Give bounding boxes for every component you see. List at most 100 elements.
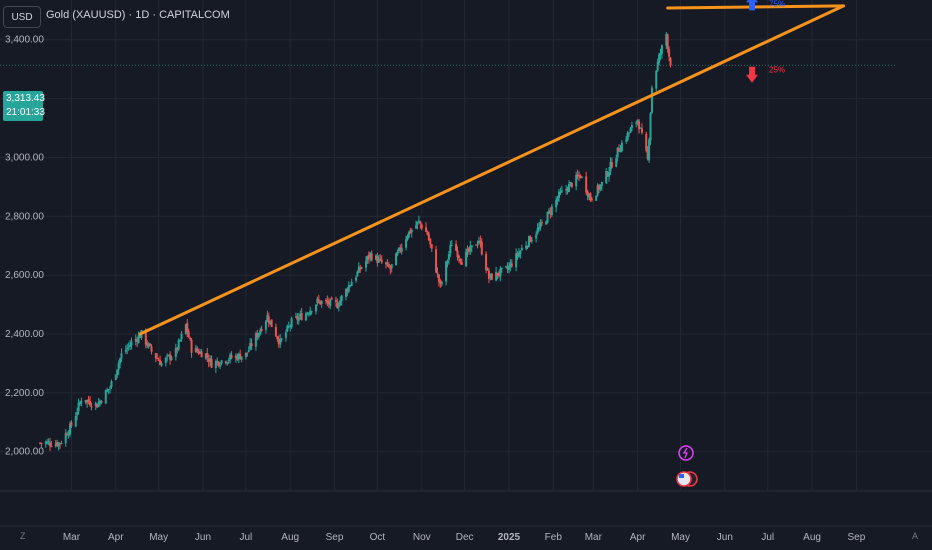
x-tick-label: Feb bbox=[545, 532, 563, 543]
candle-body bbox=[257, 333, 260, 337]
x-tick-label: May bbox=[671, 532, 690, 543]
candle-body bbox=[660, 45, 663, 54]
annotations: 75% 25% bbox=[746, 0, 785, 83]
candle-body bbox=[409, 230, 412, 234]
event-icons[interactable] bbox=[676, 445, 698, 487]
candle-body bbox=[296, 316, 299, 321]
symbol-title[interactable]: Gold (XAUUSD) · 1D · CAPITALCOM bbox=[46, 9, 230, 21]
candle-body bbox=[450, 245, 453, 247]
candle-body bbox=[39, 442, 41, 444]
candle-body bbox=[326, 300, 329, 303]
candle-body bbox=[600, 182, 603, 187]
candle-body bbox=[207, 358, 210, 362]
candle-body bbox=[239, 353, 242, 360]
candle-body bbox=[566, 188, 569, 192]
candle-body bbox=[304, 313, 307, 321]
candle-body bbox=[425, 227, 428, 232]
candle-body bbox=[516, 253, 519, 256]
candle-body bbox=[396, 251, 399, 255]
candle-body bbox=[389, 267, 392, 270]
candle-body bbox=[164, 357, 167, 364]
candle-body bbox=[284, 332, 287, 338]
candle-body bbox=[89, 400, 92, 406]
x-tick-label: Jul bbox=[239, 532, 252, 543]
candle-body bbox=[139, 335, 142, 338]
candle-body bbox=[187, 331, 190, 338]
candle-body bbox=[659, 53, 662, 55]
candle-body bbox=[477, 241, 480, 244]
candle-body bbox=[294, 316, 297, 318]
candle-body bbox=[650, 87, 653, 113]
candle-body bbox=[420, 224, 423, 229]
candle-body bbox=[369, 253, 372, 258]
candle-body bbox=[80, 401, 83, 403]
candle-body bbox=[340, 295, 343, 302]
x-tick-label: Jul bbox=[761, 532, 774, 543]
candle-body bbox=[609, 161, 612, 172]
candle-body bbox=[327, 301, 330, 305]
candle-body bbox=[437, 274, 440, 282]
candle-body bbox=[67, 433, 70, 436]
candle-body bbox=[99, 400, 102, 404]
lightning-event-icon[interactable] bbox=[678, 445, 694, 461]
candle-body bbox=[94, 402, 97, 406]
candle-body bbox=[640, 128, 643, 133]
candle-body bbox=[286, 325, 289, 332]
candle-body bbox=[400, 247, 403, 252]
y-tick-label: 3,000.00 bbox=[5, 152, 44, 163]
candle-body bbox=[300, 313, 303, 321]
candle-body bbox=[519, 250, 522, 255]
candle-body bbox=[344, 288, 347, 297]
x-tick-label: Aug bbox=[803, 532, 821, 543]
candle-body bbox=[638, 121, 641, 130]
candle-body bbox=[86, 400, 89, 403]
candle-body bbox=[447, 254, 450, 260]
candle-body bbox=[417, 220, 420, 222]
candle-body bbox=[287, 325, 290, 327]
candle-body bbox=[639, 127, 642, 129]
candle-body bbox=[177, 340, 180, 350]
trendlines[interactable] bbox=[138, 4, 846, 336]
candle-body bbox=[119, 358, 122, 364]
candle-body bbox=[655, 70, 658, 89]
candle-body bbox=[314, 304, 317, 312]
candle-body bbox=[54, 443, 57, 447]
candle-body bbox=[264, 321, 267, 330]
candle-body bbox=[124, 349, 127, 352]
candle-body bbox=[500, 267, 503, 269]
annotation-label: 75% bbox=[769, 0, 785, 8]
zoom-reset-button[interactable]: Z bbox=[20, 531, 26, 541]
candle-body bbox=[127, 345, 130, 347]
candle-body bbox=[149, 343, 152, 346]
candle-body bbox=[589, 193, 592, 201]
candle-body bbox=[410, 229, 413, 233]
candle-body bbox=[476, 244, 479, 246]
candle-body bbox=[346, 289, 349, 292]
candle-body bbox=[186, 322, 189, 333]
time-axis[interactable]: Mar Apr May Jun Jul Aug Sep Oct Nov Dec 2025 Feb Mar… bbox=[63, 532, 866, 543]
candle-body bbox=[159, 360, 162, 366]
candle-body bbox=[84, 399, 87, 403]
x-tick-label: May bbox=[149, 532, 168, 543]
candle-body bbox=[497, 274, 500, 276]
x-tick-label: Oct bbox=[370, 532, 386, 543]
candle-body bbox=[117, 363, 120, 370]
candle-body bbox=[76, 412, 79, 416]
currency-selector[interactable]: USD bbox=[3, 6, 41, 28]
trendline bbox=[666, 4, 846, 10]
auto-scale-button[interactable]: A bbox=[912, 531, 919, 541]
candle-body bbox=[596, 185, 599, 196]
candle-body bbox=[628, 132, 631, 134]
candle-body bbox=[619, 149, 622, 153]
candle-body bbox=[224, 361, 227, 363]
candle-body bbox=[669, 57, 672, 66]
candle-body bbox=[90, 406, 93, 408]
candle-body bbox=[625, 139, 628, 142]
candle-body bbox=[469, 245, 472, 252]
candle-body bbox=[465, 251, 468, 267]
candle-body bbox=[134, 339, 137, 342]
candle-body bbox=[260, 328, 263, 332]
grid-lines bbox=[0, 0, 932, 490]
candle-body bbox=[359, 267, 362, 270]
